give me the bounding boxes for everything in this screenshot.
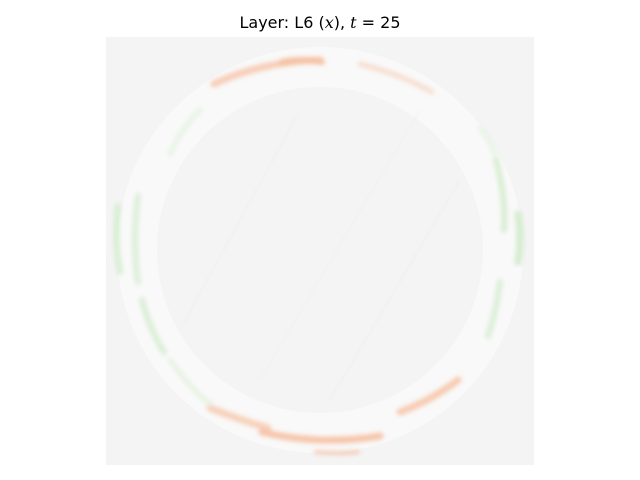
title-var-x: x — [324, 13, 334, 32]
arc-left-lower — [139, 297, 167, 355]
diagonal-streaks — [179, 109, 461, 401]
arc-left-outer — [113, 203, 123, 275]
title-var-t: t — [350, 13, 357, 32]
arc-left-inner — [132, 193, 141, 285]
arc-right-upper — [477, 125, 499, 159]
arc-top-2 — [279, 57, 325, 65]
title-eq: = 25 — [356, 13, 401, 32]
arc-bottom-right — [396, 376, 462, 416]
arc-right-inner — [493, 157, 508, 233]
arc-bottom-left — [206, 404, 272, 432]
arc-bottom-tail — [314, 450, 360, 455]
arc-lower-left — [167, 357, 213, 407]
arc-right-lower — [485, 279, 503, 339]
arc-top-right — [357, 61, 435, 95]
image-background — [106, 37, 534, 465]
title-middle: ), — [333, 13, 351, 32]
arc-left-upper — [167, 107, 203, 157]
arc-bottom — [258, 428, 384, 444]
plot-title: Layer: L6 (x), t = 25 — [0, 12, 640, 34]
positive-arcs — [206, 56, 462, 455]
title-prefix: Layer: L6 ( — [239, 13, 325, 32]
negative-arcs — [113, 107, 524, 407]
arc-right-outer — [514, 210, 524, 266]
